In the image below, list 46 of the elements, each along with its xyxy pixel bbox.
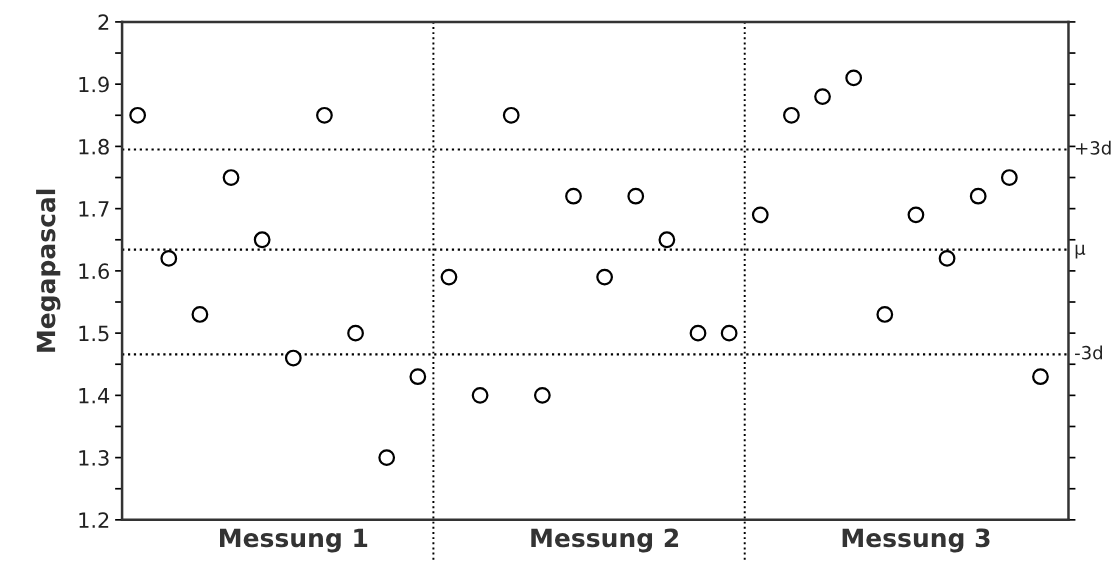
ref-line-label: +3d [1076,140,1111,155]
point [378,449,396,466]
point [814,88,831,105]
point [160,250,178,267]
point [689,324,707,342]
point [253,231,271,249]
point [409,368,427,386]
point [440,268,458,286]
point [627,187,645,205]
point [471,386,489,404]
y-tick-label: 2 [98,14,109,30]
x-tick-label: Messung 1 [220,528,368,553]
point [1032,368,1049,386]
y-tick-label: 1.2 [79,512,109,528]
point [533,386,551,404]
point [222,169,240,186]
point [907,206,925,224]
point [191,306,209,323]
point [284,349,302,367]
point [347,324,364,342]
point [938,250,956,267]
y-tick-label: 1.3 [79,450,109,466]
point [751,206,769,224]
x-tick-label: Messung 3 [842,528,990,553]
y-tick-label: 1.9 [79,76,109,93]
point [783,106,800,124]
point [720,324,738,342]
point [845,69,863,87]
y-tick-label: 1.5 [79,325,109,342]
y-tick-label: 1.8 [79,138,109,155]
point [596,268,614,286]
point [876,306,894,323]
y-tick-label: 1.6 [79,263,109,280]
y-tick-label: 1.4 [79,388,110,404]
point [969,187,987,205]
point [502,106,520,124]
ref-line-label: μ [1075,244,1086,259]
point [658,231,676,249]
y-tick-label: 1.7 [79,201,109,217]
point [129,106,147,124]
y-axis-title: Megapascal [36,189,61,352]
point [1000,169,1018,186]
ref-line-label: -3d [1075,345,1102,360]
point [565,187,582,205]
x-tick-label: Messung 2 [531,528,679,553]
point [316,106,333,124]
